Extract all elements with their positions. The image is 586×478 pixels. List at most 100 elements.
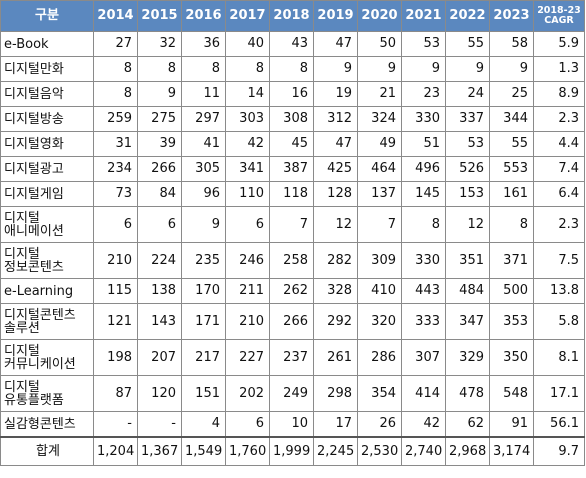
value-cell: 526 xyxy=(445,156,490,182)
value-cell: 6 xyxy=(137,206,182,243)
value-cell: 292 xyxy=(313,303,358,340)
value-cell: 49 xyxy=(357,131,402,157)
value-cell: 9 xyxy=(313,56,358,82)
total-cagr-cell: 9.7 xyxy=(533,436,585,466)
value-cell: 39 xyxy=(137,131,182,157)
value-cell: 84 xyxy=(137,181,182,207)
value-cell: 42 xyxy=(401,411,446,438)
row-label-line: 디지털 xyxy=(4,246,40,262)
value-cell: 351 xyxy=(445,242,490,279)
row-label-line: 디지털방송 xyxy=(4,111,64,127)
value-cell: 500 xyxy=(489,278,534,304)
value-cell: 11 xyxy=(181,81,226,107)
value-cell: 12 xyxy=(445,206,490,243)
value-cell: 414 xyxy=(401,375,446,412)
value-cell: 312 xyxy=(313,106,358,132)
table-body: e-Book 27 32 36 40 43 47 50 53 55 58 5.9 디지털만화 8 8 8 8 8 9… xyxy=(0,31,585,466)
row-label: 디지털콘텐츠 솔루션 xyxy=(0,303,94,340)
table-row: 디지털 커뮤니케이션 198 207 217 227 237 261 286 307 329 350 8… xyxy=(0,339,585,376)
value-cell: 21 xyxy=(357,81,402,107)
table-row: 디지털방송 259 275 297 303 308 312 324 330 337 344 2.3 xyxy=(0,106,585,132)
row-label: 디지털 애니메이션 xyxy=(0,206,94,243)
value-cell: 548 xyxy=(489,375,534,412)
value-cell: 305 xyxy=(181,156,226,182)
value-cell: 309 xyxy=(357,242,402,279)
header-year: 2020 xyxy=(357,0,402,32)
header-category: 구분 xyxy=(0,0,94,32)
cagr-cell: 8.1 xyxy=(533,339,585,376)
value-cell: 410 xyxy=(357,278,402,304)
value-cell: 8 xyxy=(489,206,534,243)
row-label-line: 커뮤니케이션 xyxy=(4,356,76,372)
value-cell: 16 xyxy=(269,81,314,107)
value-cell: 198 xyxy=(93,339,138,376)
value-cell: 27 xyxy=(93,31,138,57)
value-cell: 6 xyxy=(93,206,138,243)
cagr-cell: 17.1 xyxy=(533,375,585,412)
value-cell: 12 xyxy=(313,206,358,243)
value-cell: 7 xyxy=(357,206,402,243)
total-value-cell: 2,245 xyxy=(313,436,358,466)
row-label-line: e-Book xyxy=(4,36,49,52)
value-cell: 8 xyxy=(225,56,270,82)
value-cell: 41 xyxy=(181,131,226,157)
header-year: 2018 xyxy=(269,0,314,32)
value-cell: 297 xyxy=(181,106,226,132)
cagr-cell: 6.4 xyxy=(533,181,585,207)
table-row: 디지털 정보콘텐츠 210 224 235 246 258 282 309 330 351 371 7.… xyxy=(0,242,585,279)
header-year: 2022 xyxy=(445,0,490,32)
row-label: 디지털 커뮤니케이션 xyxy=(0,339,94,376)
value-cell: 202 xyxy=(225,375,270,412)
value-cell: 58 xyxy=(489,31,534,57)
header-cagr-line: CAGR xyxy=(544,15,574,26)
table-row: 디지털만화 8 8 8 8 8 9 9 9 9 9 1.3 xyxy=(0,56,585,82)
cagr-cell: 13.8 xyxy=(533,278,585,304)
value-cell: 227 xyxy=(225,339,270,376)
value-cell: 47 xyxy=(313,131,358,157)
value-cell: 286 xyxy=(357,339,402,376)
value-cell: 6 xyxy=(225,411,270,438)
value-cell: 258 xyxy=(269,242,314,279)
value-cell: 43 xyxy=(269,31,314,57)
value-cell: 464 xyxy=(357,156,402,182)
value-cell: 9 xyxy=(489,56,534,82)
row-label-line: 유통플랫폼 xyxy=(4,392,64,408)
value-cell: 261 xyxy=(313,339,358,376)
value-cell: 387 xyxy=(269,156,314,182)
value-cell: 23 xyxy=(401,81,446,107)
value-cell: 235 xyxy=(181,242,226,279)
value-cell: 303 xyxy=(225,106,270,132)
cagr-cell: 1.3 xyxy=(533,56,585,82)
table-row: 실감형콘텐츠 - -4 6 10 17 26 42 62 91 56.1 xyxy=(0,411,585,438)
value-cell: 4 xyxy=(181,411,226,438)
value-cell: 6 xyxy=(225,206,270,243)
value-cell: 217 xyxy=(181,339,226,376)
value-cell: 234 xyxy=(93,156,138,182)
value-cell: 26 xyxy=(357,411,402,438)
value-cell: 47 xyxy=(313,31,358,57)
value-cell: 73 xyxy=(93,181,138,207)
total-value-cell: 1,204 xyxy=(93,436,138,466)
header-year: 2023 xyxy=(489,0,534,32)
value-cell: 24 xyxy=(445,81,490,107)
header-year: 2016 xyxy=(181,0,226,32)
value-cell: 496 xyxy=(401,156,446,182)
total-value-cell: 1,760 xyxy=(225,436,270,466)
row-label-line: 디지털만화 xyxy=(4,61,64,77)
cagr-cell: 5.9 xyxy=(533,31,585,57)
value-cell: 333 xyxy=(401,303,446,340)
row-label-line: 디지털 xyxy=(4,343,40,359)
value-cell: 14 xyxy=(225,81,270,107)
value-cell: 151 xyxy=(181,375,226,412)
value-cell: 143 xyxy=(137,303,182,340)
row-label-line: 솔루션 xyxy=(4,320,40,336)
value-cell: 51 xyxy=(401,131,446,157)
row-label-line: e-Learning xyxy=(4,283,74,299)
row-label: 디지털 유통플랫폼 xyxy=(0,375,94,412)
cagr-cell: 4.4 xyxy=(533,131,585,157)
row-label: 디지털영화 xyxy=(0,131,94,157)
value-cell: 55 xyxy=(489,131,534,157)
value-cell: 36 xyxy=(181,31,226,57)
value-cell: 553 xyxy=(489,156,534,182)
value-cell: 55 xyxy=(445,31,490,57)
